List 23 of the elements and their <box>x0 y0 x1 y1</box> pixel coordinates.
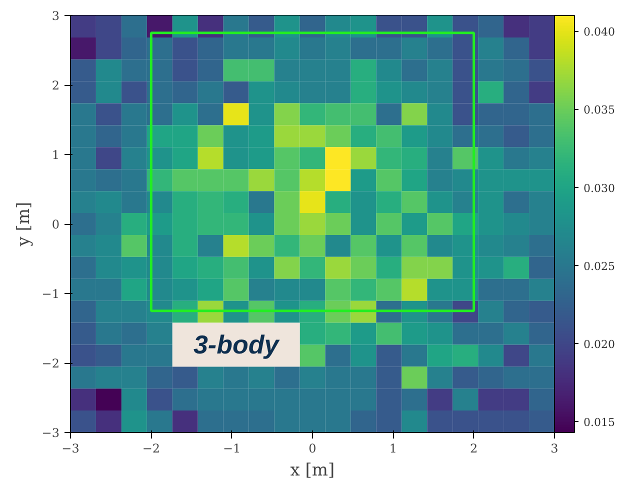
y-tick-label: −2 <box>42 356 60 370</box>
y-axis-title: y [m] <box>14 202 34 248</box>
x-tick-label: 0 <box>308 442 316 456</box>
y-tick-label: 1 <box>52 148 60 162</box>
y-tick-label: 3 <box>52 9 60 23</box>
color-bar-label: 0.040 <box>584 26 615 39</box>
color-bar-label: 0.035 <box>584 104 615 117</box>
x-tick-label: 1 <box>389 442 397 456</box>
color-bar-label: 0.030 <box>584 182 615 195</box>
y-tick-label: −3 <box>42 426 60 440</box>
x-tick-label: −3 <box>62 442 80 456</box>
y-tick-label: 2 <box>52 78 60 92</box>
x-tick-label: 2 <box>470 442 478 456</box>
annotation: 3-body <box>193 330 280 360</box>
y-tick-label: −1 <box>42 287 60 301</box>
x-tick-label: −2 <box>142 442 160 456</box>
y-tick-label: 0 <box>52 218 60 232</box>
x-tick-label: 3 <box>550 442 558 456</box>
x-tick-label: −1 <box>222 442 241 456</box>
color-bar-label: 0.020 <box>584 338 615 351</box>
color-bar-label: 0.025 <box>584 260 615 273</box>
x-axis-title: x [m] <box>290 460 335 480</box>
color-bar-label: 0.015 <box>584 416 615 430</box>
